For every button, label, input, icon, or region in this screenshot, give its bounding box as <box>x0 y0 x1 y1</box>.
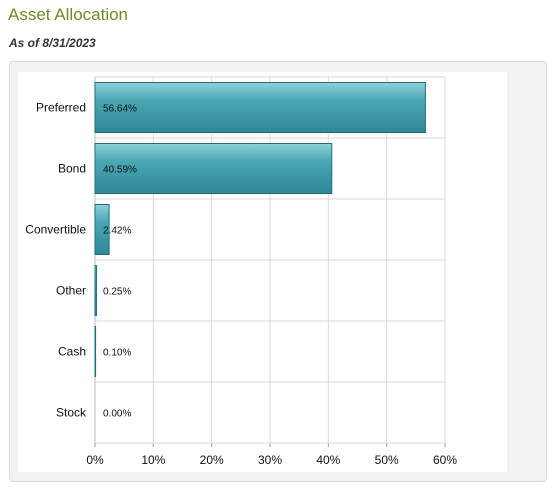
bars <box>94 82 426 377</box>
x-tick-label: 50% <box>375 453 399 467</box>
as-of-date: As of 8/31/2023 <box>9 36 96 50</box>
plot-area <box>18 72 507 472</box>
category-label: Preferred <box>36 101 86 115</box>
category-label: Bond <box>58 162 86 176</box>
bar <box>94 204 110 255</box>
x-tick-label: 40% <box>316 453 340 467</box>
category-label: Cash <box>58 345 86 359</box>
x-tick-label: 0% <box>86 453 104 467</box>
bar <box>94 326 97 377</box>
category-label: Stock <box>56 406 87 420</box>
value-label: 2.42% <box>103 226 131 237</box>
value-label: 0.00% <box>103 409 131 420</box>
bar <box>94 143 333 194</box>
x-tick-label: 60% <box>433 453 457 467</box>
x-tick-label: 20% <box>200 453 224 467</box>
x-tick-label: 30% <box>258 453 282 467</box>
value-label: 0.25% <box>103 287 131 298</box>
category-label: Other <box>56 284 86 298</box>
x-tick-label: 10% <box>141 453 165 467</box>
value-label: 0.10% <box>103 348 131 359</box>
labels: 0% 10% 20% 30% 40% 50% 60% Preferred 56.64% Bond 4… <box>25 101 457 468</box>
grid-lines <box>94 76 446 447</box>
chart-title: Asset Allocation <box>8 5 129 24</box>
bar <box>94 82 426 133</box>
value-label: 56.64% <box>103 104 137 115</box>
category-label: Convertible <box>25 223 86 237</box>
value-label: 40.59% <box>103 165 137 176</box>
bar <box>94 265 97 316</box>
